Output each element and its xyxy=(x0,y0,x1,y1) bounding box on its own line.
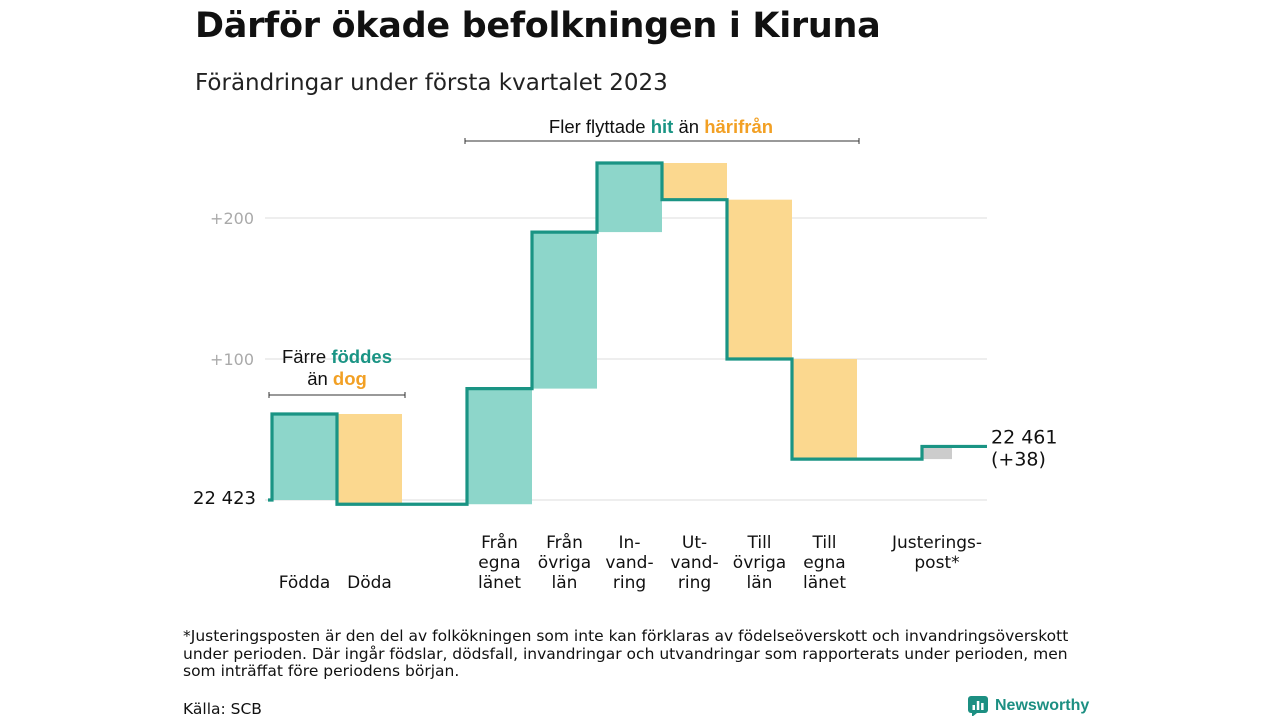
category-label: Ut- xyxy=(682,533,707,553)
category-label: egna xyxy=(803,553,845,573)
category-label: länet xyxy=(803,573,846,593)
annotation-text-part: föddes xyxy=(331,346,392,367)
annotation-text-part: härifrån xyxy=(704,116,773,137)
category-label: Födda xyxy=(279,573,331,593)
category-label: Döda xyxy=(347,573,392,593)
source-label: Källa: SCB xyxy=(183,700,262,718)
waterfall-bar xyxy=(792,359,857,460)
waterfall-bar xyxy=(467,388,532,505)
y-tick-label: +100 xyxy=(210,350,254,369)
end-value-label: (+38) xyxy=(991,448,1046,470)
category-label: egna xyxy=(478,553,520,573)
category-label: Från xyxy=(546,532,583,553)
end-value-label: 22 461 xyxy=(991,426,1057,448)
category-label: länet xyxy=(478,573,521,593)
waterfall-bar xyxy=(662,163,727,200)
annotation-text-part: än xyxy=(307,368,333,389)
cumulative-step-line xyxy=(268,161,987,506)
category-label: vand- xyxy=(670,553,718,573)
newsworthy-logo-icon xyxy=(968,696,988,716)
annotation-text-part: än xyxy=(673,116,704,137)
annotation-text-part: Fler flyttade xyxy=(549,116,651,137)
category-label: län xyxy=(747,573,773,593)
annotation-text-part: hit xyxy=(651,116,674,137)
category-label: ring xyxy=(678,573,711,593)
category-label: Till xyxy=(811,533,836,553)
waterfall-bar xyxy=(597,163,662,233)
category-label: övriga xyxy=(538,553,591,573)
brand-logo: Newsworthy xyxy=(968,696,1089,716)
y-tick-label: +200 xyxy=(210,209,254,228)
category-label: Från xyxy=(481,532,518,553)
waterfall-bar xyxy=(922,446,952,460)
waterfall-bar xyxy=(272,413,337,500)
category-label: In- xyxy=(619,533,641,553)
waterfall-bar xyxy=(532,232,597,389)
annotation-text-part: dog xyxy=(333,368,367,389)
annotation-text: Fler flyttade hit än härifrån xyxy=(549,116,773,137)
category-label: Till xyxy=(746,533,771,553)
waterfall-bar xyxy=(337,413,402,505)
category-label: Justerings- xyxy=(891,533,982,553)
category-label: vand- xyxy=(605,553,653,573)
annotation-text: än dog xyxy=(307,368,367,389)
start-value-label: 22 423 xyxy=(193,488,256,509)
chart-subtitle: Förändringar under första kvartalet 2023 xyxy=(195,70,668,96)
brand-name: Newsworthy xyxy=(995,697,1090,714)
category-label: ring xyxy=(613,573,646,593)
footnote: *Justeringsposten är den del av folkökni… xyxy=(183,627,1069,680)
annotation-text-part: Färre xyxy=(282,346,331,367)
annotation-text: Färre föddes xyxy=(282,346,392,367)
category-label: övriga xyxy=(733,553,786,573)
waterfall-bar xyxy=(727,199,792,359)
chart-title: Därför ökade befolkningen i Kiruna xyxy=(195,6,881,46)
category-label: post* xyxy=(914,553,959,573)
category-label: län xyxy=(552,573,578,593)
